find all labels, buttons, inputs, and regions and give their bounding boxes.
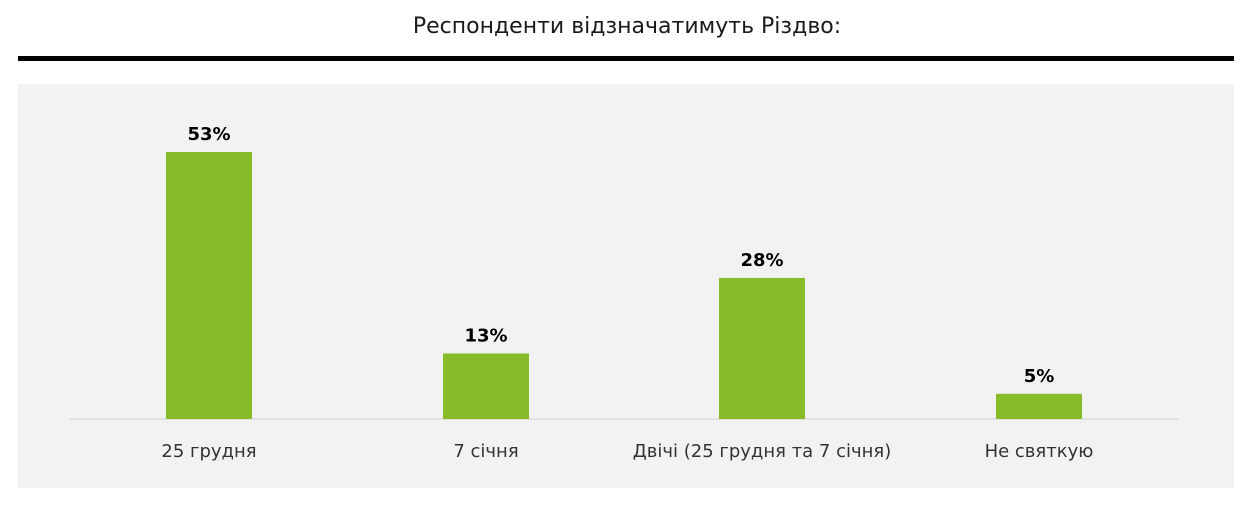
bar-value-label-1: 53% — [187, 124, 230, 145]
chart-title: Респонденти відзначатимуть Різдво: — [412, 14, 842, 39]
category-label-2: 7 січня — [453, 441, 518, 462]
bar-3 — [719, 277, 805, 419]
bar-1 — [166, 152, 252, 419]
category-label-4: Не святкую — [985, 441, 1094, 462]
category-label-1: 25 грудня — [161, 441, 256, 462]
bar-value-label-3: 28% — [740, 250, 783, 271]
bar-2 — [443, 353, 529, 419]
title-rule — [18, 56, 1234, 61]
bar-value-label-2: 13% — [464, 326, 507, 347]
category-label-3: Двічі (25 грудня та 7 січня) — [633, 441, 892, 462]
bar-4 — [996, 393, 1082, 419]
bar-value-label-4: 5% — [1024, 366, 1055, 387]
